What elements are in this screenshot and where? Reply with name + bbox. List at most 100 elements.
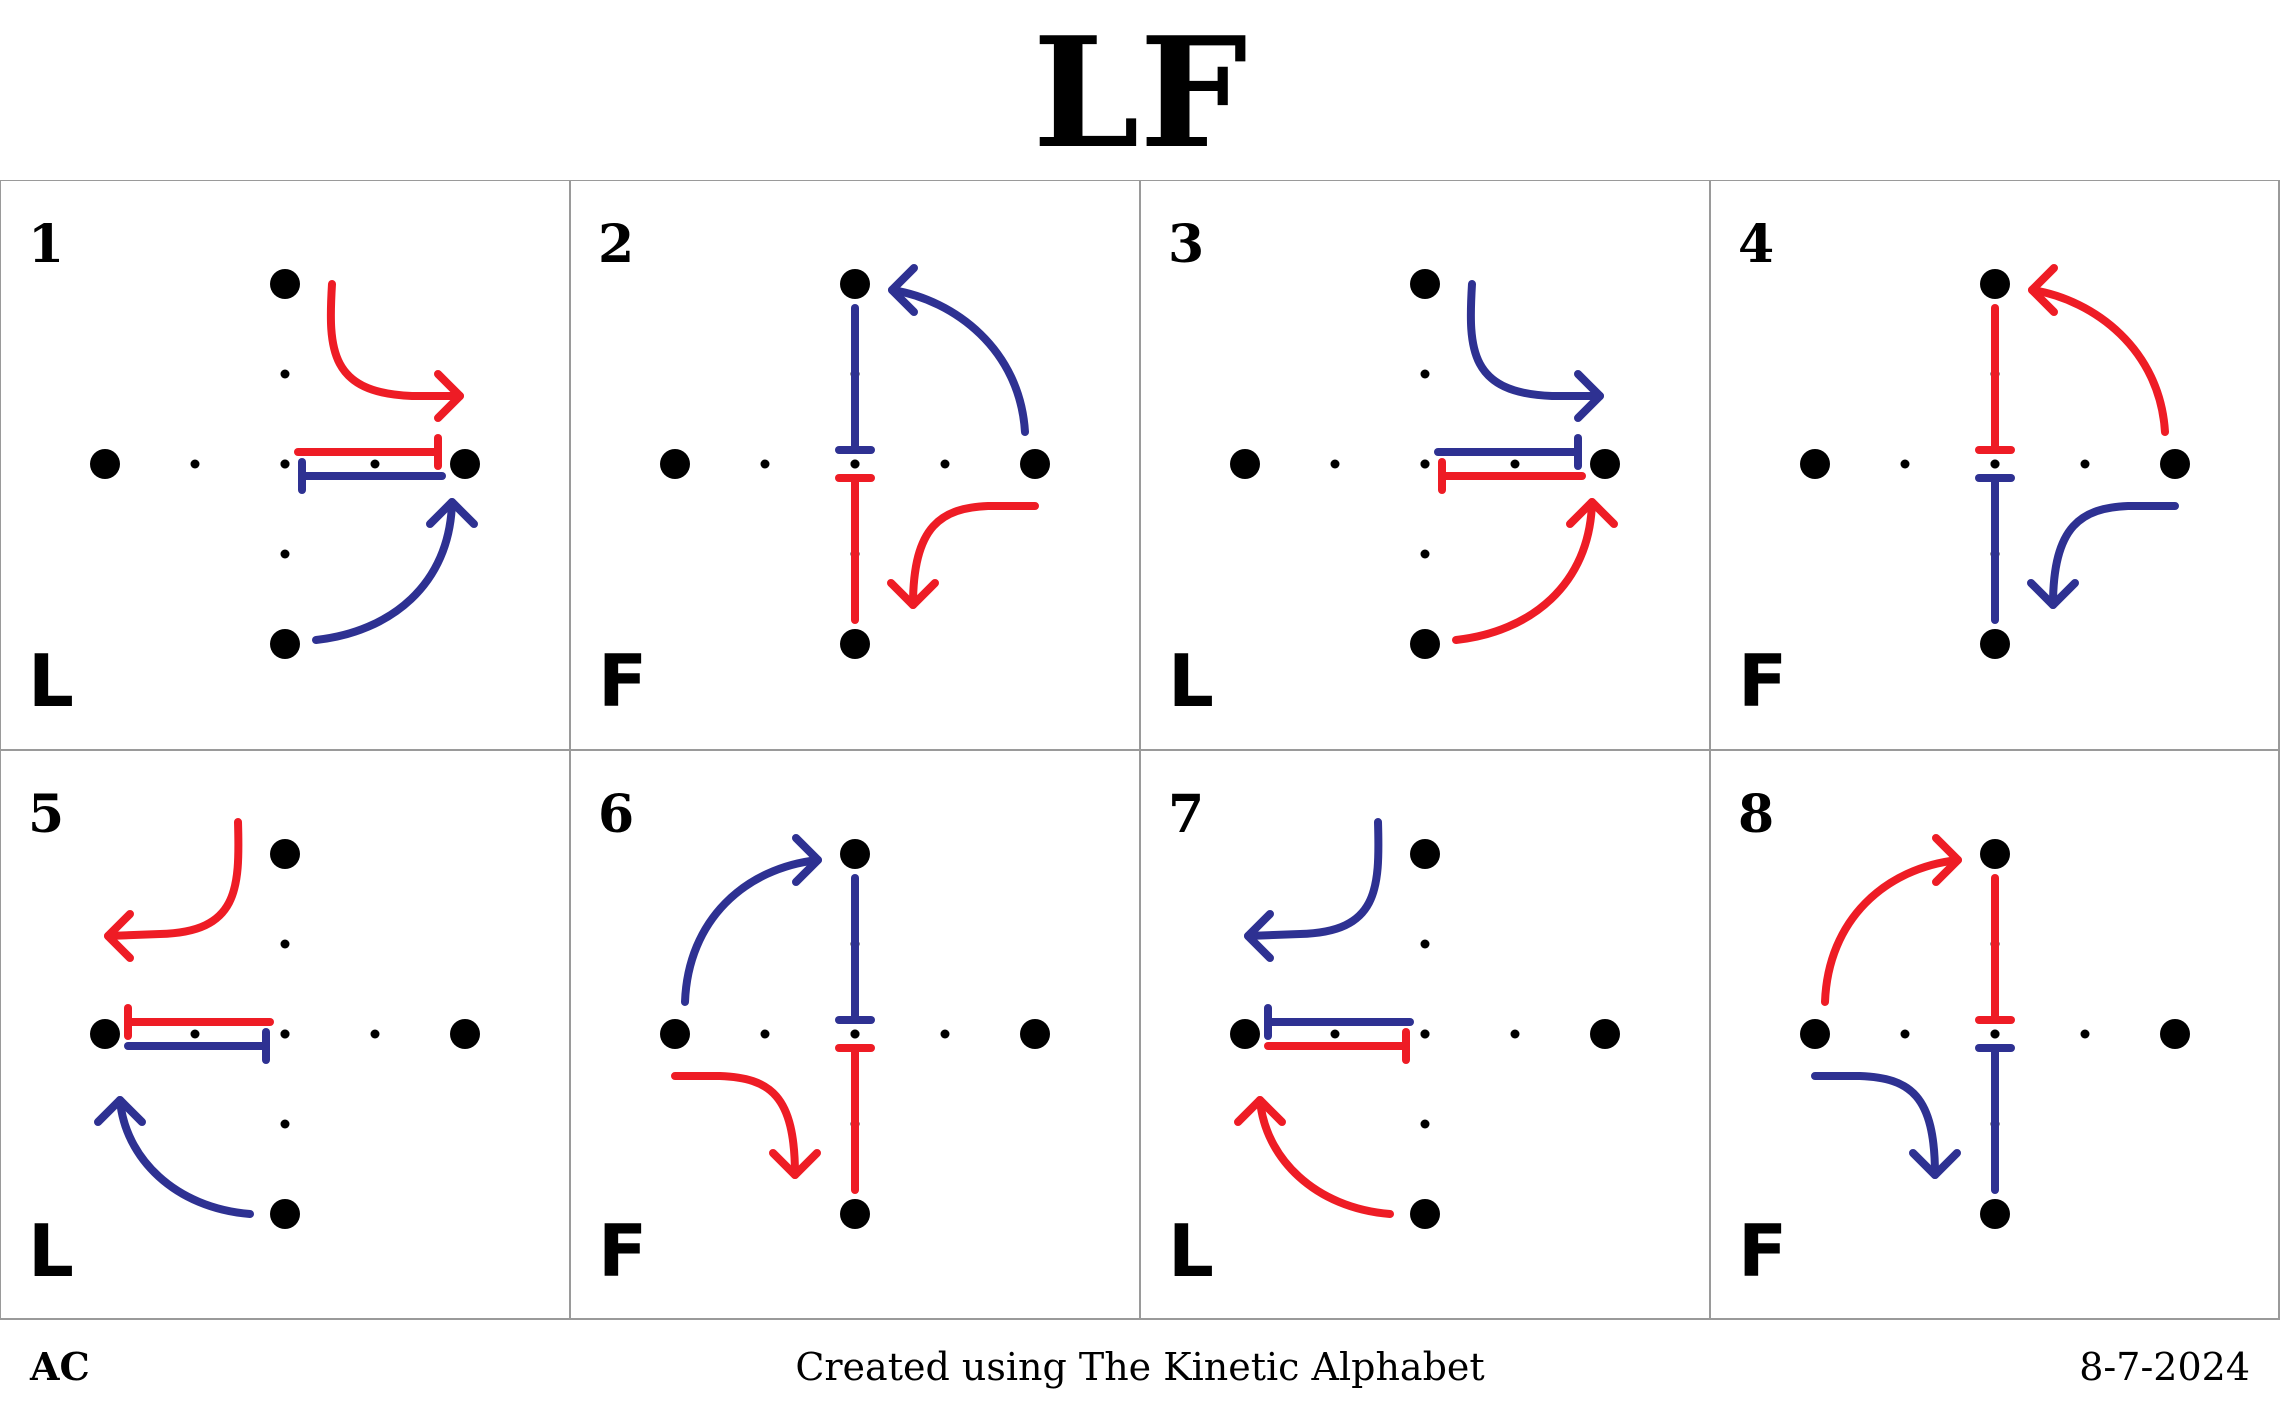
blue-bar: [1434, 434, 1582, 470]
cell-letter: L: [28, 1209, 74, 1293]
grid-dot: [90, 1019, 120, 1049]
footer-author: AC: [30, 1344, 90, 1389]
arrow-path: [1466, 280, 1604, 400]
center-point: [850, 459, 860, 469]
cell-5: 5L: [28, 784, 480, 1293]
grid-point: [1510, 1029, 1520, 1039]
grid-point: [1420, 939, 1430, 949]
arrow-path: [2049, 502, 2179, 609]
grid-point: [940, 1029, 950, 1039]
cell-letter: L: [28, 639, 74, 723]
blue-bar: [124, 1028, 270, 1064]
grid-dot: [270, 1199, 300, 1229]
arrowhead: [2027, 579, 2079, 609]
arrowhead: [887, 579, 939, 609]
grid-point: [2080, 459, 2090, 469]
blue-arrow: [1811, 1072, 1961, 1179]
arrowhead: [769, 1149, 821, 1179]
cell-letter: L: [1168, 1209, 1214, 1293]
grid-dot: [1020, 1019, 1050, 1049]
arrowhead: [792, 834, 822, 886]
grid-dot: [1800, 1019, 1830, 1049]
arrowhead: [2028, 264, 2058, 316]
cell-number: 8: [1738, 784, 1774, 845]
arrow-path: [116, 1096, 254, 1218]
blue-bar: [298, 458, 446, 494]
grid-dot: [840, 629, 870, 659]
blue-arrow: [681, 834, 822, 1006]
center-point: [1990, 459, 2000, 469]
grid-lines: [0, 180, 2280, 1320]
grid-dot: [450, 449, 480, 479]
blue-stick: [835, 304, 875, 454]
arrow-path: [312, 498, 456, 644]
blue-stick: [835, 874, 875, 1024]
red-bar: [1264, 1028, 1410, 1064]
center-point: [1420, 459, 1430, 469]
blue-bar: [1264, 1004, 1414, 1040]
grid-dot: [270, 629, 300, 659]
cell-letter: F: [1738, 1209, 1787, 1293]
red-arrow: [326, 280, 464, 422]
grid-dot: [1980, 839, 2010, 869]
center-point: [280, 1029, 290, 1039]
cell-number: 6: [598, 784, 634, 845]
blue-stick: [1975, 1044, 2015, 1194]
arrowhead: [426, 498, 478, 528]
red-arrow: [1452, 498, 1618, 644]
grid-dot: [1800, 449, 1830, 479]
grid-dot: [1980, 1199, 2010, 1229]
arrow-path: [1244, 818, 1383, 940]
arrow-path: [681, 856, 822, 1006]
grid-dot: [90, 449, 120, 479]
grid-dot: [1980, 269, 2010, 299]
red-arrow: [671, 1072, 821, 1179]
red-arrow: [2028, 264, 2169, 436]
blue-arrow: [2027, 502, 2179, 609]
cell-8: 8F: [1738, 784, 2190, 1293]
cell-4: 4F: [1738, 214, 2190, 723]
grid-point: [760, 1029, 770, 1039]
grid-dot: [1410, 629, 1440, 659]
arrowhead: [1932, 834, 1962, 886]
cell-number: 2: [598, 214, 634, 275]
cell-6: 6F: [598, 784, 1050, 1293]
grid-dot: [660, 1019, 690, 1049]
footer-credit: Created using The Kinetic Alphabet: [795, 1345, 1485, 1389]
blue-arrow: [1466, 280, 1604, 422]
arrowhead: [1244, 910, 1274, 962]
arrow-path: [104, 818, 243, 940]
arrowhead: [888, 264, 918, 316]
arrow-path: [326, 280, 464, 400]
arrow-path: [2028, 286, 2169, 436]
grid-point: [1420, 1119, 1430, 1129]
grid-point: [1330, 1029, 1340, 1039]
arrowhead: [1574, 370, 1604, 422]
grid-point: [1420, 369, 1430, 379]
red-arrow: [887, 502, 1039, 609]
cell-letter: F: [1738, 639, 1787, 723]
grid-point: [760, 459, 770, 469]
grid-dot: [1020, 449, 1050, 479]
grid-point: [1900, 459, 1910, 469]
cell-letter: F: [598, 1209, 647, 1293]
red-stick: [835, 1044, 875, 1194]
arrow-path: [888, 286, 1029, 436]
grid-dot: [270, 269, 300, 299]
cell-number: 3: [1168, 214, 1204, 275]
cell-letter: L: [1168, 639, 1214, 723]
cell-number: 4: [1738, 214, 1774, 275]
grid-point: [280, 939, 290, 949]
grid-dot: [2160, 1019, 2190, 1049]
grid-point: [1510, 459, 1520, 469]
arrowhead: [1909, 1149, 1961, 1179]
arrow-path: [1811, 1072, 1939, 1179]
grid-point: [280, 549, 290, 559]
red-bar: [1438, 458, 1586, 494]
cell-1: 1L: [28, 214, 480, 723]
red-stick: [1975, 304, 2015, 454]
grid-dot: [840, 269, 870, 299]
cell-number: 1: [28, 214, 64, 275]
